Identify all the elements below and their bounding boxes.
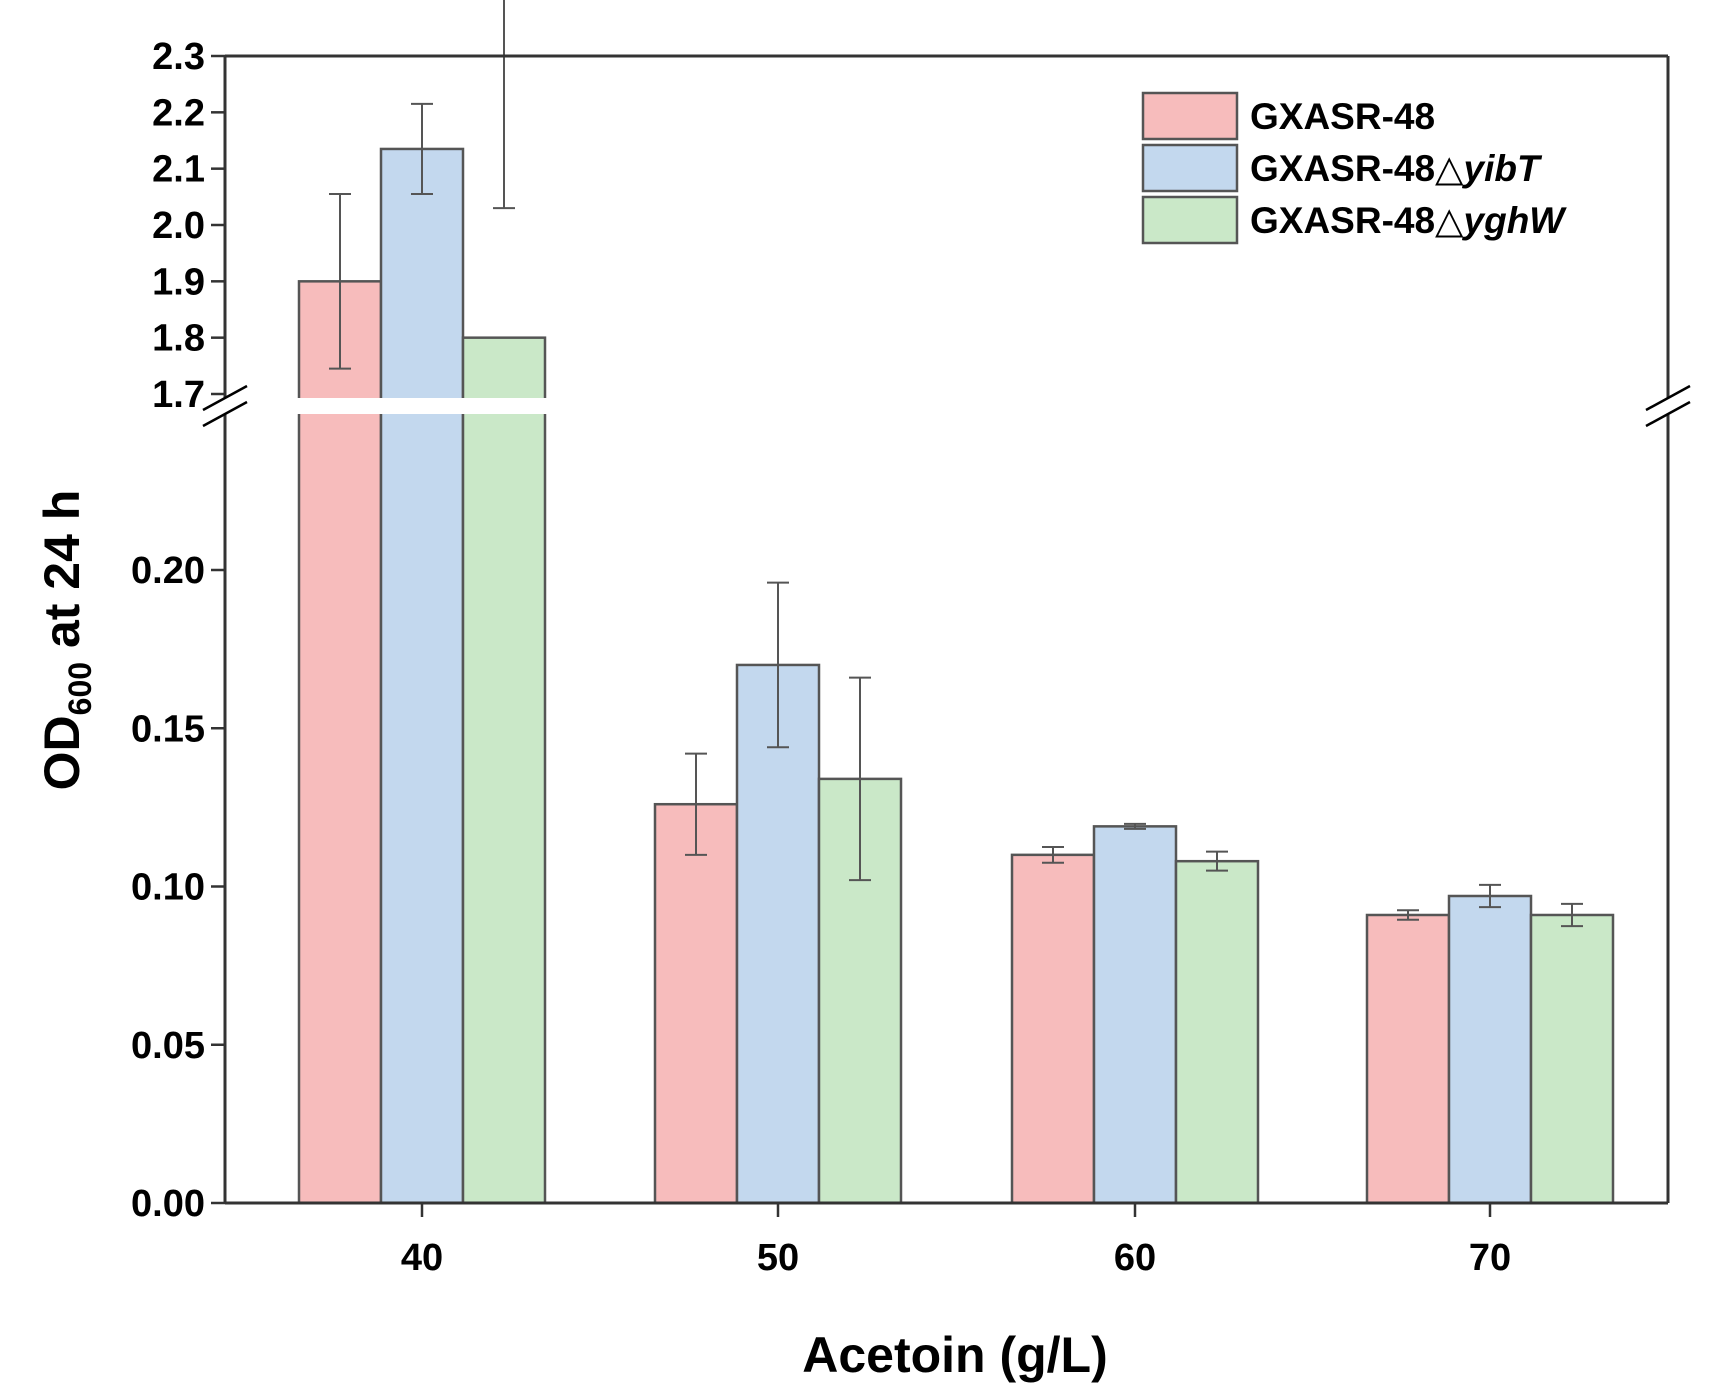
y-tick-label-upper-1.7: 1.7 [152, 374, 205, 416]
y-tick-label-lower-0.20: 0.20 [131, 550, 205, 592]
error-bars-layer [329, 0, 1583, 928]
y-tick-label-upper-1.9: 1.9 [152, 261, 205, 303]
bar-0-70 [1365, 913, 1451, 1205]
break-mark-0-b [202, 400, 248, 428]
x-tick-label-40: 40 [401, 1237, 443, 1279]
y-tick-label-upper-2.0: 2.0 [152, 205, 205, 247]
legend-swatch-1 [1141, 143, 1239, 193]
y-tick-label-lower-0.00: 0.00 [131, 1183, 205, 1225]
y-axis-title-subscript: 600 [62, 662, 98, 715]
x-tick-label-50: 50 [757, 1237, 799, 1279]
y-tick-label-upper-2.2: 2.2 [152, 92, 205, 134]
bar-2-40 [461, 336, 547, 1205]
break-mark-1-b [1645, 400, 1691, 428]
break-mark-0-a [202, 384, 248, 412]
bar-0-60 [1010, 853, 1096, 1205]
bar-2-70 [1529, 913, 1615, 1205]
bar-0-50 [653, 802, 739, 1205]
y-tick-label-lower-0.05: 0.05 [131, 1025, 205, 1067]
legend-swatch-0 [1141, 91, 1239, 141]
y-tick-label-upper-2.3: 2.3 [152, 36, 205, 78]
legend-label-2: GXASR-48△yghW [1250, 200, 1567, 241]
bar-1-40 [379, 147, 465, 1205]
y-axis-title: OD600 at 24 h [34, 490, 98, 791]
y-axis-ticks: 1.7 1.8 1.9 2.0 2.1 2.2 2.3 0.00 0.05 0.10 0.15 0.2… [131, 36, 225, 1225]
bar-1-70 [1447, 894, 1533, 1205]
legend-swatch-2 [1141, 195, 1239, 245]
bar-2-60 [1174, 859, 1260, 1205]
bar-0-40 [297, 280, 383, 1205]
y-tick-label-upper-2.1: 2.1 [152, 149, 205, 191]
y-tick-label-upper-1.8: 1.8 [152, 318, 205, 360]
y-tick-label-lower-0.10: 0.10 [131, 867, 205, 909]
x-tick-label-70: 70 [1469, 1237, 1511, 1279]
plot-frame [195, 54, 1698, 1205]
x-tick-label-60: 60 [1114, 1237, 1156, 1279]
bar-1-50 [735, 663, 821, 1205]
legend-label-1: GXASR-48△yibT [1250, 148, 1543, 189]
bar-1-60 [1092, 825, 1178, 1205]
axis-break-gap [195, 398, 1698, 414]
x-axis-title: Acetoin (g/L) [802, 1327, 1108, 1383]
bars-layer [297, 147, 1615, 1205]
x-axis-ticks: 40 50 60 70 [401, 1203, 1511, 1279]
y-axis-title-suffix: at 24 h [34, 490, 90, 662]
break-mark-1-a [1645, 384, 1691, 412]
y-axis-title-base: OD [34, 715, 90, 790]
y-tick-label-lower-0.15: 0.15 [131, 708, 205, 750]
legend-label-0: GXASR-48 [1250, 96, 1435, 137]
legend: GXASR-48 GXASR-48△yibT GXASR-48△yghW [1141, 91, 1567, 245]
